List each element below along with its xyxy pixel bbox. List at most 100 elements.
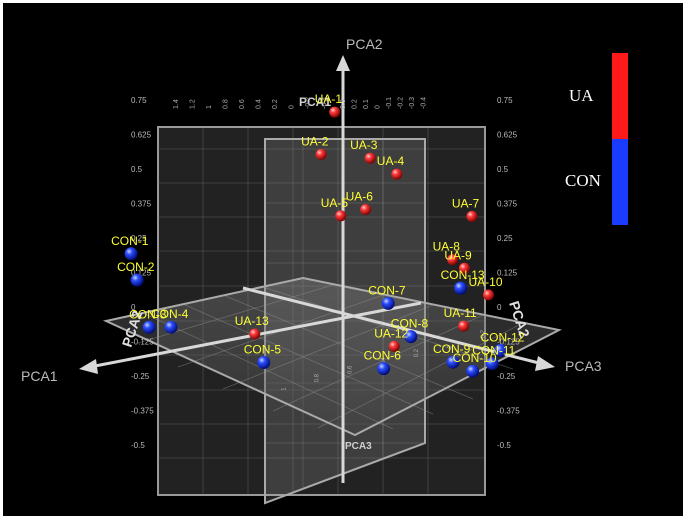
point-label-ua-7: UA-7 [452, 196, 480, 210]
data-points [124, 106, 507, 378]
point-label-con-1: CON-1 [111, 234, 149, 248]
legend-swatch-con [612, 139, 628, 225]
point-label-con-10: CON-10 [453, 351, 497, 365]
tick-label-top: -0.4 [322, 97, 329, 109]
tick-label-top: 0.3 [340, 99, 347, 109]
tick-labels-floor: -0.2 0 0.2 0.4 0.6 0.8 1 [281, 329, 486, 390]
tick-label-left: -0.125 [131, 338, 154, 347]
tick-label-floor: 0.8 [315, 373, 321, 382]
point-con-2 [130, 273, 144, 287]
point-ua-5 [335, 210, 347, 222]
tick-label-right: 0.25 [497, 234, 513, 243]
tick-label-left: 0.5 [131, 165, 143, 174]
axis-label-pca2-end: PCA2 [346, 36, 383, 52]
point-con-7 [381, 296, 395, 310]
point-label-con-9: CON-9 [433, 342, 471, 356]
tick-label-left: -0.5 [131, 441, 145, 450]
tick-label-top: 0.1 [363, 99, 370, 109]
axis-label-pca3-end: PCA3 [565, 358, 602, 374]
point-label-ua-13: UA-13 [235, 314, 269, 328]
tick-label-left: 0.125 [131, 269, 152, 278]
pca-3d-scatter-chart: PCA2 PCA1 PCA3 PCA1 PCA2 PCA2 PCA3 0.750… [3, 3, 683, 516]
tick-label-left: 0.625 [131, 131, 152, 140]
tick-label-top: 0.2 [272, 99, 279, 109]
point-con-12 [494, 344, 507, 357]
axis-label-pca1-end: PCA1 [21, 368, 58, 384]
point-label-con-7: CON-7 [368, 283, 406, 297]
legend-label-con: CON [565, 171, 601, 190]
point-label-ua-2: UA-2 [301, 134, 329, 148]
tick-label-top: 1.2 [190, 99, 197, 109]
point-label-ua-9: UA-9 [444, 248, 472, 262]
tick-label-right: 0.125 [497, 269, 518, 278]
tick-label-left: 0.25 [131, 234, 147, 243]
point-con-4 [164, 320, 178, 334]
point-ua-3 [364, 152, 376, 164]
point-label-con-4: CON-4 [151, 307, 189, 321]
tick-label-top: -0.4 [421, 97, 428, 109]
point-label-con-2: CON-2 [117, 260, 155, 274]
tick-label-right: 0.625 [497, 131, 518, 140]
pca2-axis-arrow [336, 55, 350, 71]
point-con-5 [257, 356, 271, 369]
point-ua-4 [391, 168, 403, 180]
data-point-labels: UA-1 UA-2 UA-3 UA-4 UA-5UA-6 UA-7 UA-8UA-9 UA-1… [111, 92, 525, 365]
point-con-9 [446, 355, 460, 369]
tick-label-top: 0.8 [223, 99, 230, 109]
tick-label-floor: 0.4 [381, 357, 387, 366]
point-label-con-13: CON-13 [441, 268, 485, 282]
point-ua-10 [483, 289, 494, 301]
tick-label-top: 0.2 [352, 99, 359, 109]
point-ua-7 [466, 210, 478, 222]
legend-label-ua: UA [569, 86, 594, 105]
point-ua-12 [388, 340, 400, 352]
tick-label-right: 0.375 [497, 200, 518, 209]
tick-label-top: -0.2 [398, 97, 405, 109]
tick-labels-top: 1.4 1.2 1 0.8 0.6 0.4 0.2 0 -0.2 -0.4 0.3 0.2 0.1 0 -0… [173, 97, 428, 109]
point-label-ua-5: UA-5 [321, 196, 349, 210]
tick-label-top: 0 [375, 105, 382, 109]
tick-labels-left: 0.75 0.625 0.5 0.375 0.25 0.125 0 -0.125 -0.25 -0… [131, 96, 154, 450]
plane-label-top: PCA1 [299, 95, 331, 109]
point-label-con-12: CON-12 [481, 331, 525, 345]
tick-label-top: -0.1 [386, 97, 393, 109]
point-label-ua-3: UA-3 [350, 138, 378, 152]
point-ua-11 [458, 320, 470, 332]
tick-label-floor: -0.2 [481, 329, 487, 340]
point-ua-6 [360, 204, 372, 215]
point-label-con-5: CON-5 [244, 343, 282, 357]
point-con-1 [124, 247, 138, 261]
tick-label-left: 0.75 [131, 96, 147, 105]
point-con-10 [466, 364, 480, 378]
legend: UA CON [565, 53, 628, 225]
tick-label-right: 0 [497, 303, 502, 312]
point-ua-13 [249, 328, 261, 340]
point-con-8 [404, 330, 418, 344]
tick-label-top: -0.3 [409, 97, 416, 109]
tick-label-floor: 0.6 [348, 365, 354, 374]
tick-label-left: -0.375 [131, 407, 154, 416]
point-label-ua-4: UA-4 [377, 154, 405, 168]
point-label-ua-11: UA-11 [444, 306, 477, 320]
pca1-axis-arrow [79, 359, 98, 374]
point-con-11 [485, 357, 499, 371]
plane-label-bottom: PCA3 [345, 441, 372, 452]
point-con-13 [454, 281, 468, 295]
tick-label-right: 0.75 [497, 96, 513, 105]
tick-label-right: 0.5 [497, 165, 509, 174]
tick-label-top: -0.2 [305, 97, 312, 109]
tick-label-top: 0.4 [256, 99, 263, 109]
tick-label-left: 0.375 [131, 200, 152, 209]
point-label-con-6: CON-6 [364, 349, 402, 363]
tick-label-top: 0.6 [239, 99, 246, 109]
point-con-3 [142, 320, 156, 334]
point-label-ua-1: UA-1 [315, 92, 343, 106]
point-label-ua-6: UA-6 [346, 190, 374, 204]
point-label-con-3: CON-3 [129, 307, 167, 321]
point-label-ua-12: UA-12 [374, 326, 408, 340]
legend-swatch-ua [612, 53, 628, 139]
tick-label-floor: 0 [447, 345, 453, 349]
tick-label-left: 0 [131, 303, 136, 312]
point-ua-9 [458, 262, 470, 274]
